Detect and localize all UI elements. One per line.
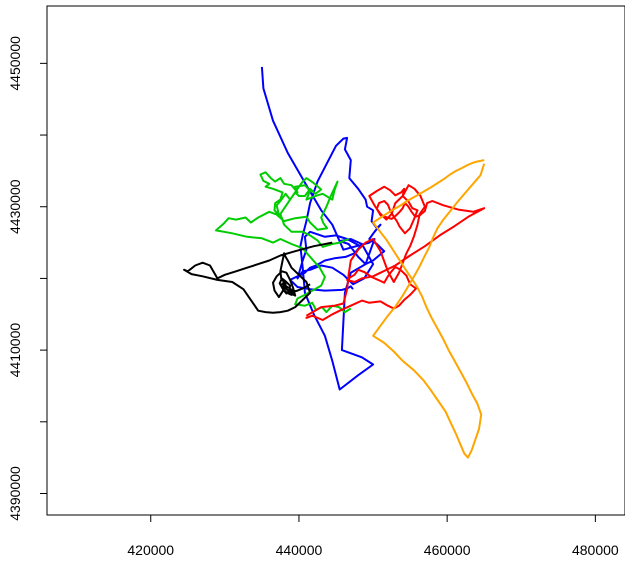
- y-axis: 4390000 4410000 4430000 4450000: [7, 36, 47, 521]
- y-tick-label: 4410000: [7, 323, 23, 378]
- y-tick-label: 4390000: [7, 466, 23, 521]
- x-tick-label: 460000: [424, 542, 471, 558]
- series-line-4: [372, 159, 486, 459]
- series-line-2: [215, 171, 352, 314]
- x-tick-label: 440000: [276, 542, 323, 558]
- y-tick-label: 4430000: [7, 179, 23, 234]
- x-axis: 420000 440000 460000 480000: [127, 515, 619, 558]
- y-tick-label: 4450000: [7, 36, 23, 91]
- series-layer: [183, 66, 486, 459]
- plot-frame: [46, 5, 625, 516]
- series-line-5: [183, 241, 333, 314]
- x-tick-label: 420000: [127, 542, 174, 558]
- series-line-3: [305, 184, 486, 321]
- x-tick-label: 480000: [572, 542, 619, 558]
